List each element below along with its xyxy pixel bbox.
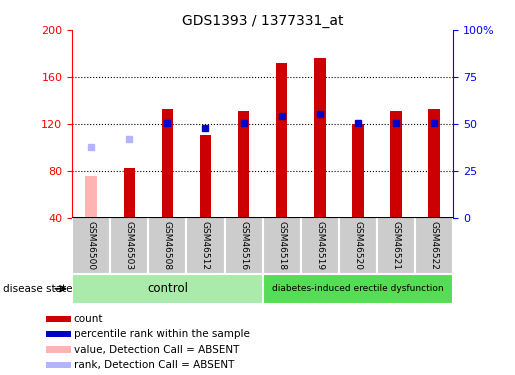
- Bar: [352, 124, 364, 264]
- Bar: [276, 63, 287, 264]
- Text: GSM46503: GSM46503: [125, 221, 134, 270]
- Bar: [390, 111, 402, 264]
- Bar: [46, 316, 71, 322]
- Bar: [46, 346, 71, 353]
- Text: value, Detection Call = ABSENT: value, Detection Call = ABSENT: [74, 345, 239, 355]
- Text: GSM46516: GSM46516: [239, 221, 248, 270]
- Text: GSM46512: GSM46512: [201, 221, 210, 270]
- Text: GSM46518: GSM46518: [277, 221, 286, 270]
- Bar: [225, 217, 263, 274]
- Text: GSM46500: GSM46500: [87, 221, 96, 270]
- Bar: [72, 217, 110, 274]
- Bar: [238, 111, 249, 264]
- Bar: [263, 217, 301, 274]
- Title: GDS1393 / 1377331_at: GDS1393 / 1377331_at: [182, 13, 344, 28]
- Bar: [263, 274, 453, 304]
- Bar: [85, 177, 97, 264]
- Bar: [377, 217, 415, 274]
- Text: disease state: disease state: [3, 284, 72, 294]
- Bar: [428, 108, 440, 264]
- Bar: [124, 168, 135, 264]
- Text: GSM46520: GSM46520: [353, 221, 363, 270]
- Bar: [46, 362, 71, 368]
- Text: GSM46508: GSM46508: [163, 221, 172, 270]
- Text: control: control: [147, 282, 188, 295]
- Text: count: count: [74, 314, 103, 324]
- Bar: [186, 217, 225, 274]
- Bar: [148, 217, 186, 274]
- Bar: [301, 217, 339, 274]
- Text: rank, Detection Call = ABSENT: rank, Detection Call = ABSENT: [74, 360, 234, 370]
- Text: GSM46521: GSM46521: [391, 221, 401, 270]
- Text: GSM46519: GSM46519: [315, 221, 324, 270]
- Bar: [110, 217, 148, 274]
- Bar: [314, 58, 325, 264]
- Bar: [162, 108, 173, 264]
- Bar: [339, 217, 377, 274]
- Bar: [72, 274, 263, 304]
- Text: diabetes-induced erectile dysfunction: diabetes-induced erectile dysfunction: [272, 284, 444, 293]
- Text: percentile rank within the sample: percentile rank within the sample: [74, 329, 250, 339]
- Text: GSM46522: GSM46522: [430, 221, 439, 270]
- Bar: [200, 135, 211, 264]
- Bar: [46, 331, 71, 338]
- Bar: [415, 217, 453, 274]
